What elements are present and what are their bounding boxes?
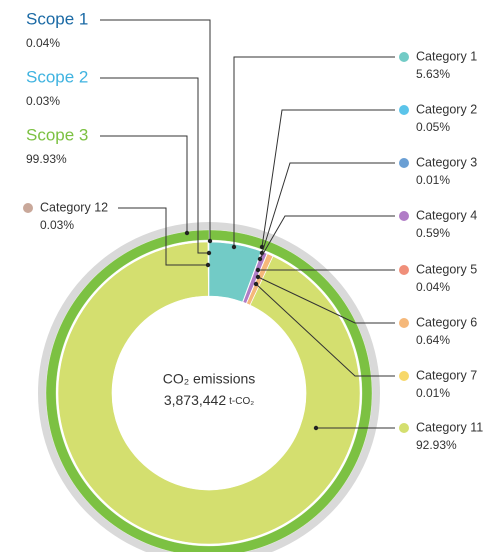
leader-dot [207, 238, 213, 244]
leader-line [257, 276, 395, 324]
legend-marker [399, 318, 409, 328]
slice [57, 241, 361, 545]
leader-line [100, 135, 188, 233]
leader-dot [184, 230, 190, 236]
center-number: 3,873,442 [164, 392, 226, 408]
category-label: Category 4 [416, 208, 477, 222]
leader-line [118, 207, 208, 266]
leader-dot [253, 281, 259, 287]
leader-line [100, 19, 211, 241]
category-value: 0.01% [416, 173, 450, 187]
center-value: 3,873,442 t-CO₂ [164, 392, 254, 408]
leader-dot [257, 256, 263, 262]
category-value: 0.59% [416, 226, 450, 240]
legend-marker [399, 265, 409, 275]
leader-dot [205, 262, 211, 268]
scope-value: 0.03% [26, 94, 60, 108]
category-value: 0.64% [416, 333, 450, 347]
slice [45, 229, 373, 552]
leader-dot [206, 250, 212, 256]
category-value: 0.03% [40, 218, 74, 232]
scope-value: 0.04% [26, 36, 60, 50]
leader-line [261, 162, 395, 254]
category-label: Category 1 [416, 49, 477, 63]
leader-line [100, 77, 209, 254]
scope-label: Scope 2 [26, 67, 88, 86]
leader-dot [231, 244, 237, 250]
category-label: Category 7 [416, 368, 477, 382]
center-title: CO₂ emissions [163, 371, 256, 387]
legend-marker [399, 211, 409, 221]
legend-marker [399, 105, 409, 115]
category-value: 92.93% [416, 438, 457, 452]
category-value: 5.63% [416, 67, 450, 81]
category-value: 0.01% [416, 386, 450, 400]
category-value: 0.04% [416, 280, 450, 294]
leader-line [233, 56, 395, 247]
scope-label: Scope 1 [26, 9, 88, 28]
leader-line [259, 215, 395, 260]
legend-marker [399, 52, 409, 62]
category-value: 0.05% [416, 120, 450, 134]
legend-marker [23, 203, 33, 213]
category-label: Category 2 [416, 102, 477, 116]
category-label: Category 11 [416, 420, 483, 434]
leader-line [261, 109, 395, 248]
category-label: Category 5 [416, 262, 477, 276]
category-label: Category 3 [416, 155, 477, 169]
center-unit: t-CO₂ [229, 396, 254, 407]
leader-dot [255, 274, 261, 280]
category-label: Category 6 [416, 315, 477, 329]
legend-marker [399, 158, 409, 168]
category-label: Category 12 [40, 200, 108, 214]
slice [207, 241, 209, 297]
leader-dot [313, 425, 319, 431]
leader-line [255, 283, 395, 377]
legend-marker [399, 371, 409, 381]
legend-marker [399, 423, 409, 433]
scope-label: Scope 3 [26, 125, 88, 144]
scope-value: 99.93% [26, 152, 67, 166]
leader-dot [255, 267, 261, 273]
